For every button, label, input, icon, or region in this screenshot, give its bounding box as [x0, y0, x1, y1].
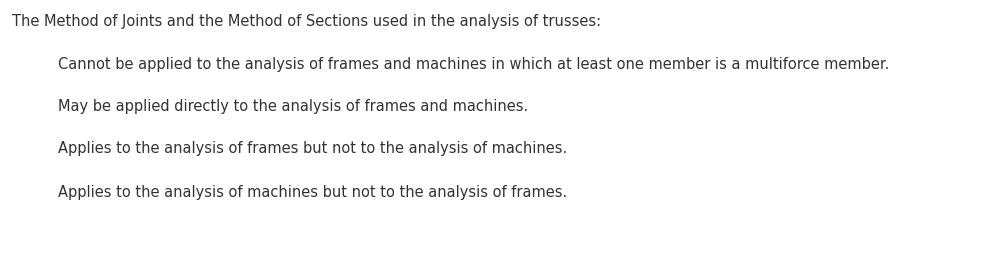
Text: Applies to the analysis of frames but not to the analysis of machines.: Applies to the analysis of frames but no…	[58, 142, 567, 157]
Text: May be applied directly to the analysis of frames and machines.: May be applied directly to the analysis …	[58, 99, 528, 115]
Text: Applies to the analysis of machines but not to the analysis of frames.: Applies to the analysis of machines but …	[58, 185, 567, 199]
Text: Cannot be applied to the analysis of frames and machines in which at least one m: Cannot be applied to the analysis of fra…	[58, 57, 889, 71]
Text: The Method of Joints and the Method of Sections used in the analysis of trusses:: The Method of Joints and the Method of S…	[12, 14, 601, 29]
